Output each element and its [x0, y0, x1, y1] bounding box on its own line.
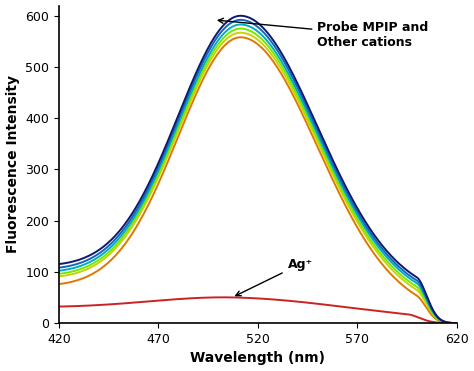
Text: Probe MPIP and
Other cations: Probe MPIP and Other cations — [218, 18, 428, 49]
Text: Ag⁺: Ag⁺ — [236, 258, 313, 296]
X-axis label: Wavelength (nm): Wavelength (nm) — [190, 351, 325, 365]
Y-axis label: Fluorescence Intensity: Fluorescence Intensity — [6, 75, 19, 253]
